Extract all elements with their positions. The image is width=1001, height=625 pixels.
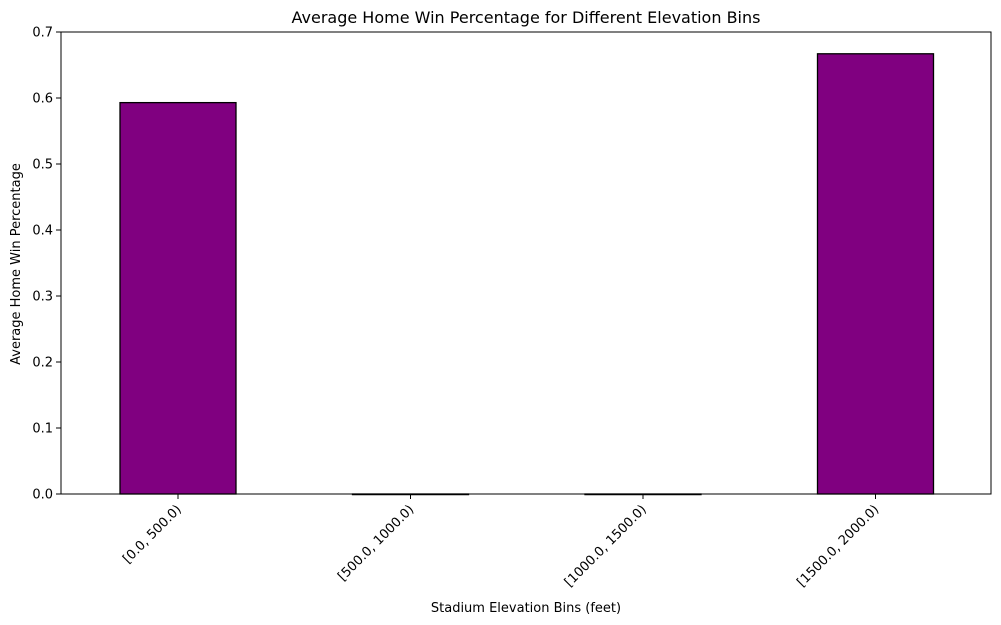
y-tick-label: 0.4 <box>32 224 53 239</box>
y-tick-label: 0.3 <box>32 290 53 305</box>
bar <box>816 53 935 495</box>
y-tick-label: 0.5 <box>32 158 53 173</box>
x-tick-label: [1000.0, 1500.0) <box>562 502 650 590</box>
y-tick-label: 0.6 <box>32 92 53 107</box>
y-tick-label: 0.2 <box>32 356 53 371</box>
plot-frame <box>60 31 992 495</box>
bars <box>119 53 935 496</box>
x-tick-label: [0.0, 500.0) <box>120 502 185 567</box>
bar <box>119 101 237 495</box>
y-axis-label: Average Home Win Percentage <box>9 163 24 365</box>
y-tick-label: 0.7 <box>32 26 53 41</box>
y-tick-label: 0.1 <box>32 422 53 437</box>
x-tick-label: [500.0, 1000.0) <box>335 502 417 584</box>
x-axis-ticks: [0.0, 500.0) [500.0, 1000.0) [1000.0, 1500… <box>120 494 882 590</box>
y-axis-ticks: 0.0 0.1 0.2 0.3 0.4 0.5 0.6 0.7 <box>32 26 61 503</box>
y-tick-label: 0.0 <box>32 488 53 503</box>
x-axis-label: Stadium Elevation Bins (feet) <box>431 601 621 616</box>
x-tick-label: [1500.0, 2000.0) <box>794 502 882 590</box>
chart-title: Average Home Win Percentage for Differen… <box>292 8 761 27</box>
